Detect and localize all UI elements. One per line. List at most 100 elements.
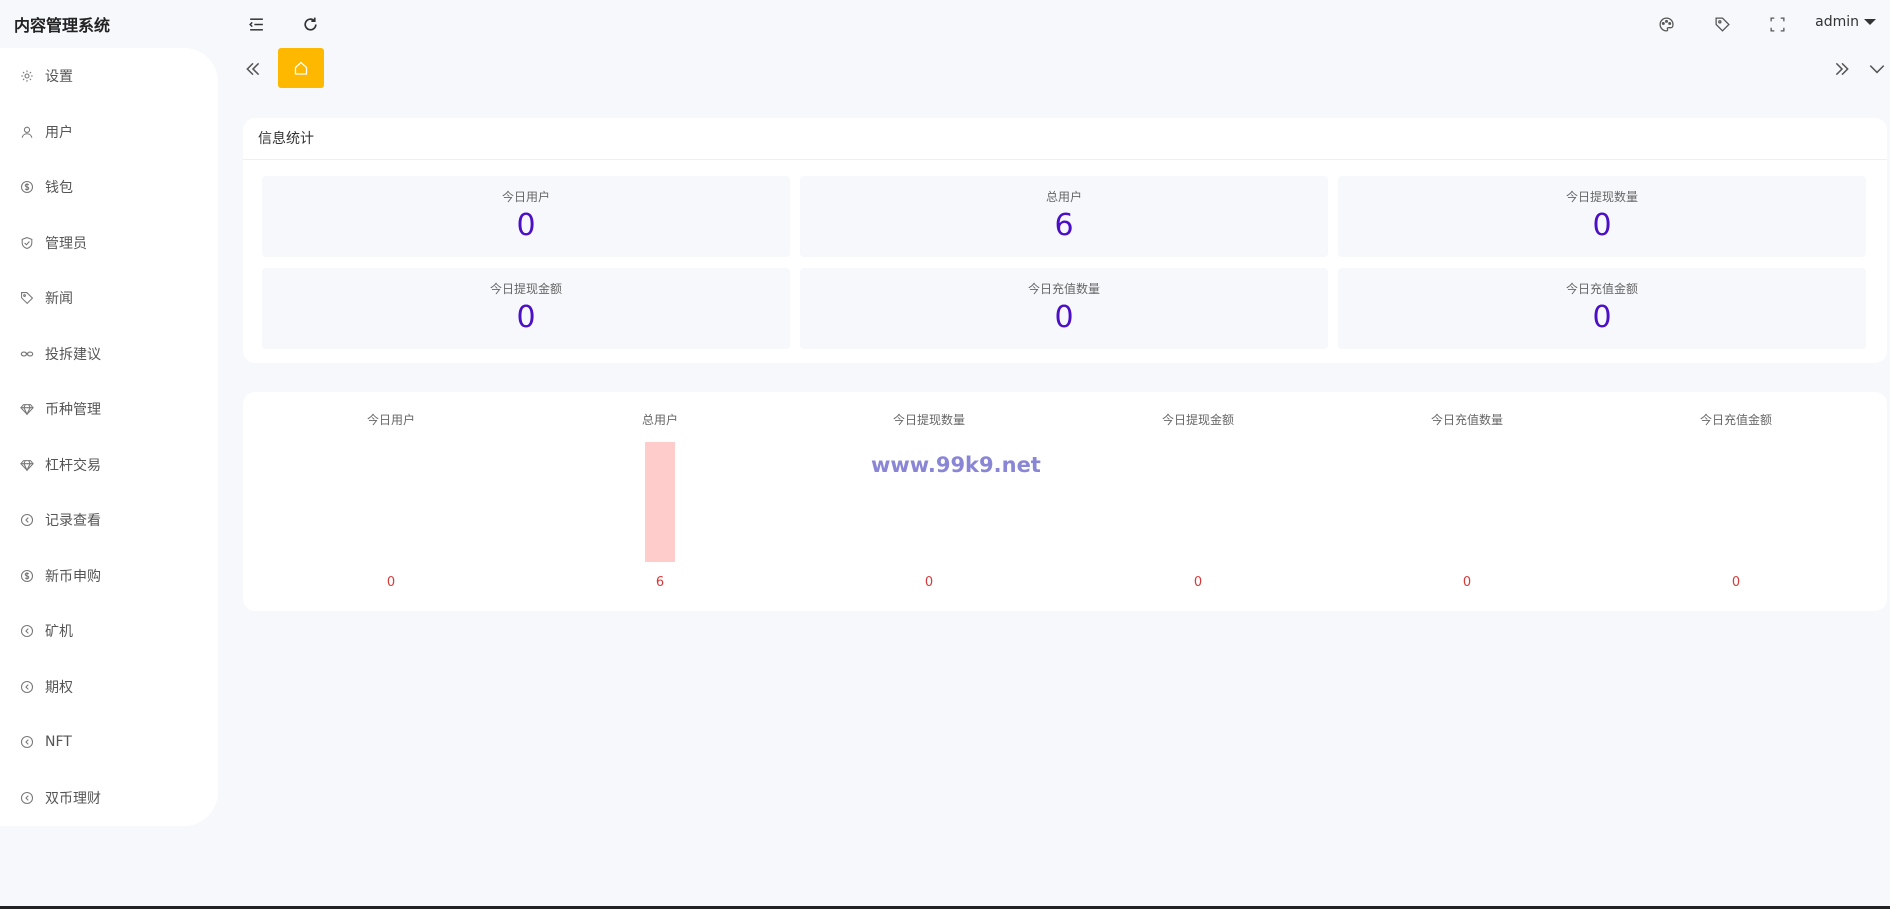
chart-category-label: 今日提现数量 (892, 413, 965, 427)
tabs-scroll-left-button[interactable] (240, 56, 266, 82)
dollar-icon (20, 180, 34, 194)
chart-card: 今日用户 0 总用户 6 今日提现数量 0 今日提现金额 0 今日充值数量 0 今日充值金额 0 (243, 392, 1887, 611)
theme-button[interactable] (1654, 12, 1678, 36)
bar-chart: 今日用户 0 总用户 6 今日提现数量 0 今日提现金额 0 今日充值数量 0 今日充值金额 0 (243, 392, 1887, 611)
sidebar-item-label: 币种管理 (45, 402, 101, 418)
sidebar-item-label: 钱包 (45, 180, 73, 196)
chart-category-label: 今日充值数量 (1430, 413, 1503, 427)
chart-bar (645, 442, 675, 562)
chart-value-label: 0 (1193, 575, 1203, 590)
stat-today-withdraw-amount: 今日提现金额 0 (262, 268, 790, 349)
chart-category-label: 今日提现金额 (1161, 413, 1234, 427)
tag-button[interactable] (1710, 12, 1734, 36)
diamond-icon (20, 458, 34, 472)
top-bar: 内容管理系统 admin (0, 0, 1890, 48)
stat-value: 0 (1592, 208, 1612, 243)
sidebar-item-label: 用户 (45, 125, 73, 141)
sidebar-item-leverage-trading[interactable]: 杠杆交易 (0, 447, 218, 483)
sidebar-item-news[interactable]: 新闻 (0, 280, 218, 316)
palette-icon (1658, 16, 1674, 32)
sidebar-item-settings[interactable]: 设置 (0, 58, 218, 94)
stat-label: 今日提现金额 (489, 282, 562, 296)
sidebar-item-nft[interactable]: NFT (0, 724, 218, 760)
user-icon (20, 125, 34, 139)
diamond-icon (20, 402, 34, 416)
stat-today-deposit-count: 今日充值数量 0 (800, 268, 1328, 349)
stat-value: 6 (1054, 208, 1074, 243)
chevron-down-icon (1869, 65, 1885, 74)
chart-category-label: 今日充值金额 (1699, 413, 1772, 427)
link-icon (20, 347, 34, 361)
chart-category-label: 今日用户 (366, 413, 415, 427)
username: admin (1815, 14, 1859, 30)
sidebar-item-currency-management[interactable]: 币种管理 (0, 391, 218, 427)
stat-label: 今日充值金额 (1565, 282, 1638, 296)
chart-value-label: 0 (386, 575, 396, 590)
tabs-dropdown-button[interactable] (1864, 56, 1890, 82)
stat-today-withdraw-count: 今日提现数量 0 (1338, 176, 1866, 257)
double-chevron-left-icon (246, 62, 260, 76)
chart-value-label: 0 (924, 575, 934, 590)
circle-arrow-icon (20, 791, 34, 805)
home-icon (294, 61, 308, 75)
sidebar-item-label: 双币理财 (45, 791, 101, 807)
sidebar-item-complaints[interactable]: 投拆建议 (0, 336, 218, 372)
sidebar-item-label: 记录查看 (45, 513, 101, 529)
stat-value: 0 (1054, 300, 1074, 335)
stats-card: 信息统计 今日用户 0 总用户 6 今日提现数量 0 今日提现金额 0 今日充值… (243, 118, 1887, 363)
stat-today-deposit-amount: 今日充值金额 0 (1338, 268, 1866, 349)
stat-label: 今日充值数量 (1027, 282, 1100, 296)
sidebar-item-label: 杠杆交易 (45, 458, 101, 474)
chart-value-label: 0 (1731, 575, 1741, 590)
user-menu[interactable]: admin (1815, 14, 1876, 30)
sidebar-item-wallet[interactable]: 钱包 (0, 169, 218, 205)
sidebar-item-mining[interactable]: 矿机 (0, 613, 218, 649)
tab-home[interactable] (278, 48, 324, 88)
tag-icon (1714, 16, 1730, 32)
tag-icon (20, 291, 34, 305)
chart-category-label: 总用户 (641, 413, 678, 427)
chevron-down-icon (1864, 19, 1876, 25)
fullscreen-icon (1769, 16, 1785, 32)
sidebar-item-options[interactable]: 期权 (0, 669, 218, 705)
stat-total-users: 总用户 6 (800, 176, 1328, 257)
refresh-icon (303, 17, 317, 31)
stat-value: 0 (516, 300, 536, 335)
stat-label: 总用户 (1045, 190, 1082, 204)
circle-arrow-icon (20, 513, 34, 527)
bottom-border (0, 906, 1890, 909)
chart-value-label: 6 (655, 575, 665, 590)
tabs-bar (218, 48, 1890, 90)
shield-icon (20, 236, 34, 250)
circle-arrow-icon (20, 624, 34, 638)
sidebar-item-label: 设置 (45, 69, 73, 85)
sidebar-item-label: 期权 (45, 680, 73, 696)
watermark: www.99k9.net (871, 453, 1041, 477)
app-title: 内容管理系统 (14, 16, 111, 35)
sidebar-item-label: 矿机 (45, 624, 73, 640)
stat-label: 今日提现数量 (1565, 190, 1638, 204)
tabs-scroll-right-button[interactable] (1829, 56, 1855, 82)
fullscreen-button[interactable] (1765, 12, 1789, 36)
sidebar-item-users[interactable]: 用户 (0, 114, 218, 150)
sidebar-item-admins[interactable]: 管理员 (0, 225, 218, 261)
stat-value: 0 (1592, 300, 1612, 335)
sidebar: 设置 用户 钱包 管理员 新闻 投拆建议 币种管理 杠杆交易 记录查看 新币申购… (0, 48, 218, 826)
stat-value: 0 (516, 208, 536, 243)
sidebar-item-dual-currency[interactable]: 双币理财 (0, 780, 218, 816)
sidebar-item-records[interactable]: 记录查看 (0, 502, 218, 538)
sidebar-item-label: 新闻 (45, 291, 73, 307)
gear-icon (20, 69, 34, 83)
circle-arrow-icon (20, 680, 34, 694)
stat-today-users: 今日用户 0 (262, 176, 790, 257)
refresh-button[interactable] (298, 12, 322, 36)
stat-label: 今日用户 (501, 190, 550, 204)
chart-value-label: 0 (1462, 575, 1472, 590)
sidebar-item-new-coin-subscription[interactable]: 新币申购 (0, 558, 218, 594)
stats-card-title: 信息统计 (243, 118, 1887, 160)
collapse-menu-button[interactable] (244, 12, 268, 36)
sidebar-item-label: 管理员 (45, 236, 87, 252)
menu-collapse-icon (248, 17, 263, 31)
double-chevron-right-icon (1835, 62, 1849, 76)
dollar-icon (20, 569, 34, 583)
